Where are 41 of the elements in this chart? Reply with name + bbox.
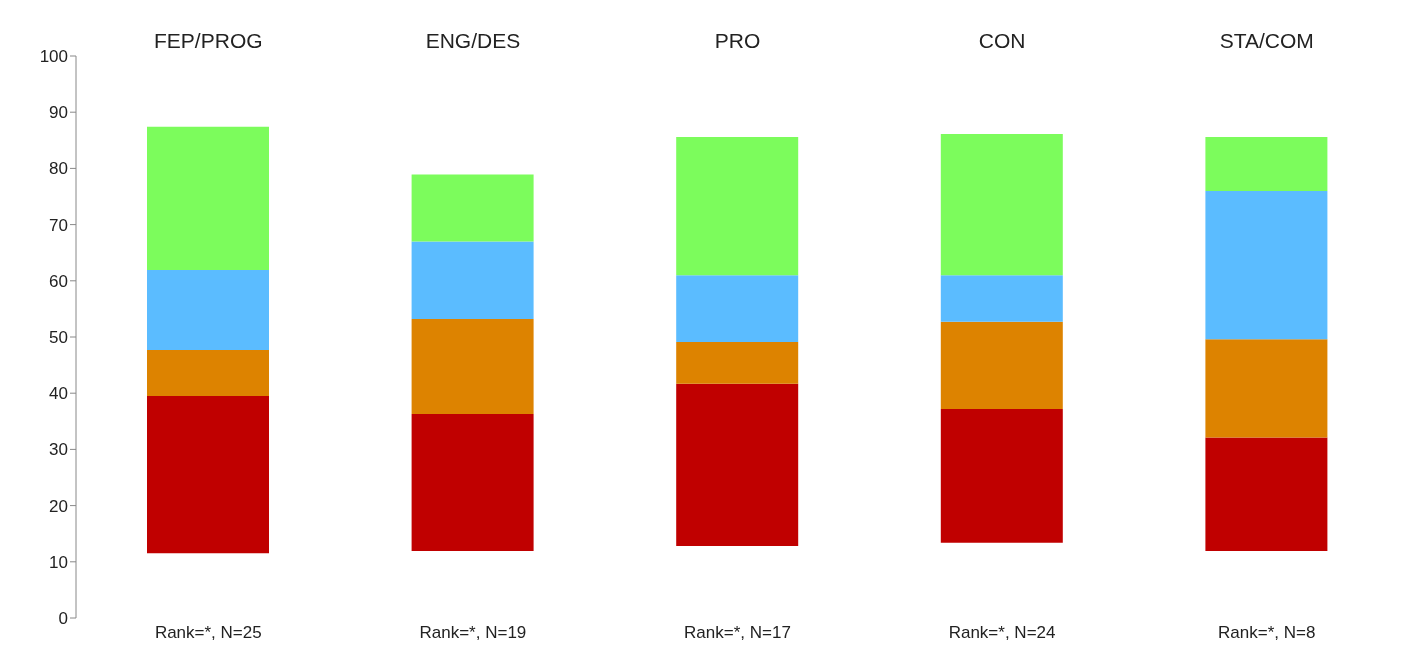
bar bbox=[940, 134, 1063, 276]
y-tick-label: 20 bbox=[49, 496, 68, 516]
text: Rank=*, N=25 bbox=[154, 623, 262, 643]
bar bbox=[147, 126, 269, 271]
y-tick-label: 90 bbox=[49, 103, 68, 123]
x-tick-label: FEP/PROG bbox=[154, 29, 263, 52]
bar bbox=[1205, 136, 1328, 191]
y-tick-label: 100 bbox=[39, 47, 68, 67]
text: Rank=*, N=17 bbox=[684, 623, 791, 643]
bar bbox=[1205, 190, 1328, 340]
y-tick-label: 30 bbox=[49, 440, 68, 460]
bar bbox=[940, 408, 1063, 543]
text: Rank=*, N=8 bbox=[1218, 623, 1316, 643]
bar bbox=[676, 275, 799, 343]
bar bbox=[676, 136, 799, 276]
x-tick-label: PRO bbox=[714, 29, 761, 52]
bar bbox=[147, 349, 269, 397]
bar bbox=[676, 342, 799, 384]
bar bbox=[147, 270, 269, 350]
bar bbox=[676, 383, 799, 547]
bar bbox=[940, 275, 1063, 322]
text: Rank=*, N=19 bbox=[419, 623, 527, 643]
x-tick-label: CON bbox=[978, 29, 1026, 52]
bar bbox=[1205, 437, 1328, 552]
y-tick-label: 50 bbox=[49, 328, 68, 348]
bar bbox=[411, 174, 534, 242]
x-tick-label: ENG/DES bbox=[425, 29, 521, 52]
text: Rank=*, N=24 bbox=[948, 623, 1056, 643]
bar bbox=[940, 321, 1063, 409]
y-tick-label: 40 bbox=[49, 384, 68, 404]
y-tick-label: 70 bbox=[49, 215, 68, 235]
bar bbox=[411, 413, 534, 552]
y-tick-label: 0 bbox=[58, 609, 68, 629]
y-tick-label: 10 bbox=[49, 552, 68, 572]
x-tick-label: STA/COM bbox=[1219, 29, 1314, 52]
bar bbox=[411, 319, 534, 414]
bar bbox=[411, 241, 534, 320]
y-tick-label: 60 bbox=[49, 271, 68, 291]
y-tick-label: 80 bbox=[49, 159, 68, 179]
bar bbox=[147, 396, 269, 554]
bar bbox=[1205, 339, 1328, 438]
